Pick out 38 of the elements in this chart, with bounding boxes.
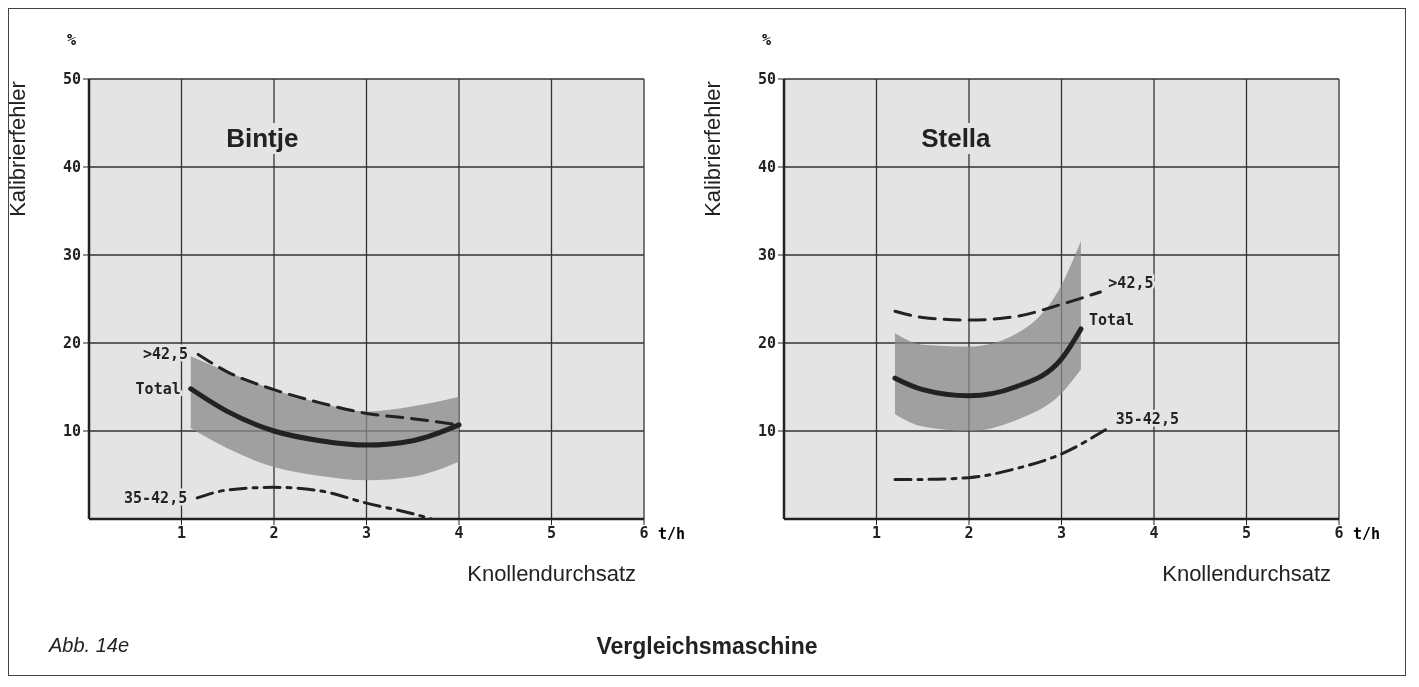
series-label: Total	[1088, 310, 1135, 329]
y-tick-label: 20	[62, 334, 81, 353]
caption: Abb. 14e	[49, 634, 130, 657]
text: Vergleichsmaschine	[596, 633, 818, 659]
text: Bintje	[222, 123, 303, 154]
x-tick-label: 2	[964, 523, 974, 542]
y-tick-label: 50	[757, 70, 776, 89]
y-axis-title: Kalibrierfehler	[699, 81, 725, 217]
x-tick-label: 1	[871, 523, 882, 542]
y-tick-label: 40	[757, 158, 776, 177]
text: Stella	[917, 123, 995, 154]
x-tick-label: 4	[454, 523, 464, 542]
series-label: >42,5	[1108, 273, 1154, 292]
x-tick-label: 3	[361, 523, 372, 542]
y-tick-label: 30	[62, 246, 81, 265]
y-tick-label: 10	[757, 422, 776, 441]
x-tick-label: 6	[639, 523, 649, 542]
x-tick-label: 1	[176, 523, 187, 542]
text: %	[67, 31, 77, 49]
x-tick-label: 3	[1056, 523, 1067, 542]
x-tick-label: 5	[1241, 523, 1252, 542]
x-tick-label: 6	[1334, 523, 1344, 542]
x-axis-title: Knollendurchsatz	[1162, 561, 1331, 586]
y-tick-label: 10	[62, 422, 81, 441]
series-label: Total	[135, 379, 181, 398]
x-tick-label: 4	[1149, 523, 1159, 542]
text: t/h	[1353, 525, 1381, 543]
y-tick-label: 40	[62, 158, 81, 177]
y-tick-label: 20	[757, 334, 776, 353]
line-series	[893, 426, 1110, 481]
y-axis-title: Kalibrierfehler	[4, 81, 30, 217]
text: %	[762, 31, 772, 49]
text: t/h	[658, 525, 686, 543]
y-tick-label: 30	[757, 246, 776, 265]
x-tick-label: 5	[546, 523, 557, 542]
y-tick-label: 50	[62, 70, 81, 89]
x-tick-label: 2	[269, 523, 279, 542]
x-axis-title: Knollendurchsatz	[467, 561, 636, 586]
